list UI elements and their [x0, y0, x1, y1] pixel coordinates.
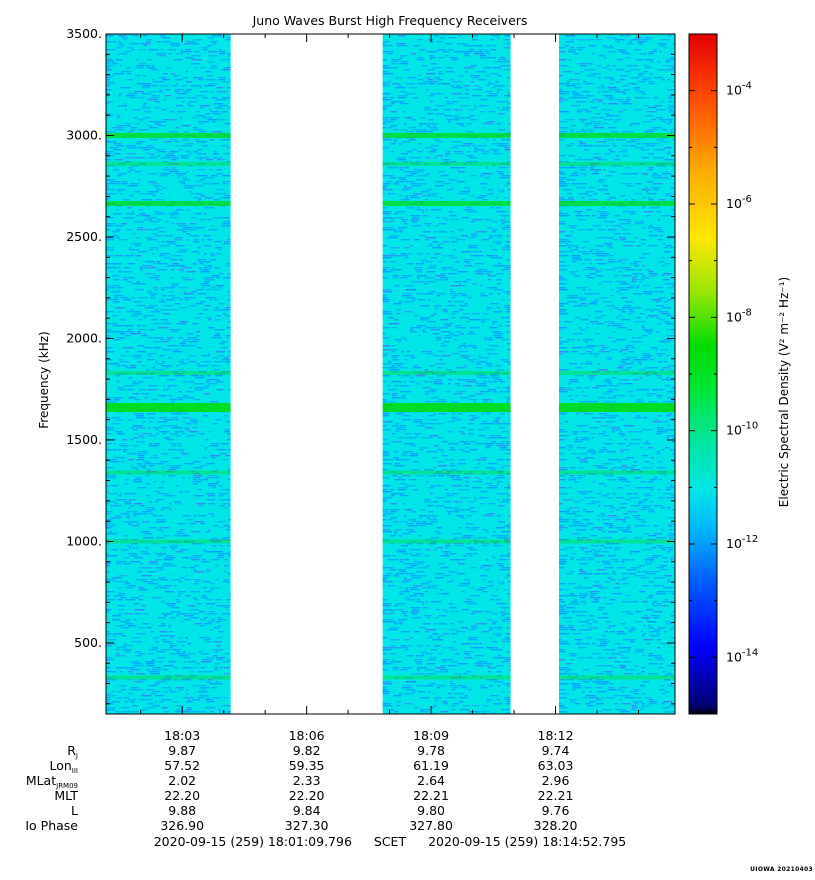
emission-band — [558, 370, 675, 375]
ephemeris-value: 9.88 — [168, 803, 197, 818]
ephemeris-value: 9.76 — [541, 803, 570, 818]
noise-texture — [106, 35, 231, 715]
ephemeris-value: 2.33 — [292, 773, 321, 788]
ephemeris-value: 63.03 — [537, 758, 574, 773]
ephemeris-value: 9.78 — [417, 743, 445, 758]
emission-band — [382, 370, 511, 375]
spectrogram-data — [106, 34, 675, 715]
ephemeris-value: 2.96 — [541, 773, 570, 788]
colorbar-tick-label: 10-6 — [726, 194, 752, 211]
emission-band — [558, 675, 675, 680]
emission-band — [558, 402, 675, 412]
plot-frame — [105, 33, 676, 715]
y-tick-label: 3000. — [66, 127, 102, 142]
emission-band — [558, 132, 675, 138]
emission-band — [106, 402, 231, 412]
footer-start: 2020-09-15 (259) 18:01:09.796 — [153, 834, 352, 849]
ephemeris-value: 22.20 — [288, 788, 325, 803]
emission-band — [558, 539, 675, 544]
emission-band — [382, 539, 511, 544]
colorbar-tick-label: 10-8 — [726, 307, 752, 324]
ephemeris-value: 2.64 — [417, 773, 445, 788]
y-tick-label: 2500. — [66, 229, 102, 244]
y-axis-label: Frequency (kHz) — [37, 331, 51, 428]
emission-band — [106, 370, 231, 375]
emission-band — [382, 675, 511, 680]
emission-band — [106, 539, 231, 544]
emission-band — [558, 161, 675, 166]
y-tick-label: 1000. — [66, 533, 102, 548]
ephemeris-value: 9.82 — [292, 743, 321, 758]
x-tick-label: 18:12 — [537, 728, 574, 743]
ephemeris-value: 328.20 — [533, 818, 578, 833]
ephemeris-value: 22.21 — [537, 788, 574, 803]
ephemeris-row-label: RJ — [67, 743, 78, 760]
emission-band — [106, 132, 231, 138]
data-interval-block — [558, 34, 675, 715]
colorbar-tick-label: 10-14 — [726, 647, 758, 664]
footer-end: 2020-09-15 (259) 18:14:52.795 — [428, 834, 627, 849]
ephemeris-value: 9.87 — [168, 743, 197, 758]
ephemeris-row-label: MLatJRM09 — [25, 773, 78, 790]
ephemeris-row-label: LonIII — [49, 758, 78, 775]
ephemeris-row-label: L — [71, 803, 78, 818]
ephemeris-value: 9.74 — [541, 743, 570, 758]
noise-texture — [558, 35, 675, 715]
emission-band — [106, 161, 231, 166]
ephemeris-value: 22.20 — [164, 788, 201, 803]
colorbar — [688, 33, 718, 715]
ephemeris-value: 9.84 — [292, 803, 321, 818]
ephemeris-value: 2.02 — [168, 773, 197, 788]
ephemeris-value: 61.19 — [413, 758, 449, 773]
emission-band — [382, 402, 511, 412]
ephemeris-value: 326.90 — [160, 818, 205, 833]
ephemeris-value: 327.80 — [409, 818, 453, 833]
y-tick-label: 1500. — [66, 432, 102, 447]
data-interval-block — [382, 34, 511, 715]
x-axis — [140, 34, 639, 714]
data-interval-block — [106, 34, 231, 715]
ephemeris-value: 57.52 — [164, 758, 201, 773]
emission-band — [382, 200, 511, 206]
emission-band — [106, 200, 231, 206]
emission-band — [106, 470, 231, 475]
ephemeris-value: 59.35 — [288, 758, 325, 773]
y-axis: 500. 1000. 1500. 2000. 2500. 3000. 3500. — [66, 26, 675, 705]
y-tick-label: 3500. — [66, 26, 102, 41]
x-tick-label: 18:03 — [164, 728, 201, 743]
institution-stamp: UIOWA 20210403 — [750, 866, 813, 873]
footer-separator: SCET — [373, 834, 407, 849]
chart-title: Juno Waves Burst High Frequency Receiver… — [252, 13, 528, 28]
time-range-footer: 2020-09-15 (259) 18:01:09.796 SCET 2020-… — [0, 834, 780, 849]
y-tick-label: 2000. — [66, 330, 102, 345]
emission-band — [382, 132, 511, 138]
emission-band — [558, 200, 675, 206]
emission-band — [106, 675, 231, 680]
emission-band — [558, 470, 675, 475]
x-tick-label: 18:06 — [288, 728, 325, 743]
emission-band — [382, 161, 511, 166]
colorbar-ticks: 10-4 10-6 10-8 10-10 10-12 10-14 — [689, 81, 758, 664]
ephemeris-value: 22.21 — [413, 788, 449, 803]
colorbar-label: Electric Spectral Density (V² m⁻² Hz⁻¹) — [777, 277, 791, 507]
colorbar-tick-label: 10-4 — [726, 81, 752, 98]
ephemeris-value: 9.80 — [417, 803, 445, 818]
y-tick-label: 500. — [74, 635, 102, 650]
ephemeris-row-label: Io Phase — [25, 818, 78, 833]
colorbar-tick-label: 10-12 — [726, 534, 758, 551]
ephemeris-value: 327.30 — [284, 818, 329, 833]
ephemeris-row-label: MLT — [54, 788, 78, 803]
colorbar-tick-label: 10-10 — [726, 421, 758, 438]
x-tick-label: 18:09 — [413, 728, 450, 743]
emission-band — [382, 470, 511, 475]
